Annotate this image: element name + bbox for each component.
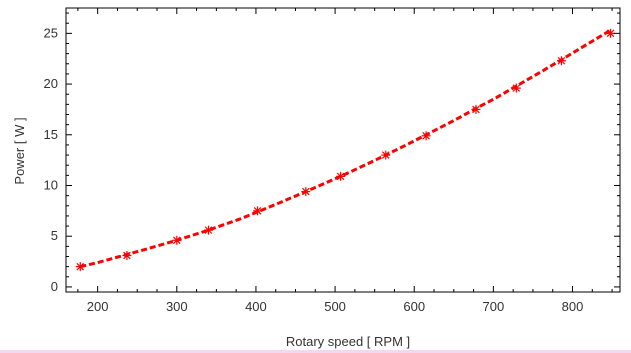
data-point-stroke [204, 226, 213, 234]
data-point-stroke [336, 172, 345, 181]
data-point-stroke [123, 251, 131, 260]
data-point-stroke [472, 105, 480, 114]
y-tick-label: 10 [44, 178, 58, 193]
data-point-stroke [76, 262, 85, 271]
data-point [301, 187, 311, 197]
data-point [556, 56, 566, 66]
y-tick-label: 20 [44, 76, 58, 91]
data-point [511, 83, 521, 93]
y-tick-label: 15 [44, 127, 58, 142]
x-tick-label: 800 [562, 299, 584, 314]
x-tick-label: 400 [245, 299, 267, 314]
data-point [421, 131, 431, 141]
data-point-stroke [422, 132, 430, 140]
data-point-stroke [173, 236, 181, 245]
data-point [381, 150, 391, 160]
axis-layer: 200 300 400 500 600 700 800 0 5 10 15 20 25 [44, 7, 621, 314]
x-tick-label: 500 [324, 299, 346, 314]
y-axis-title: Power [ W ] [12, 117, 27, 184]
data-point [172, 235, 182, 245]
data-point [203, 225, 213, 235]
data-point [606, 28, 616, 38]
data-point [471, 104, 481, 114]
x-tick-label: 600 [403, 299, 425, 314]
data-point [75, 262, 85, 272]
y-tick-label: 25 [44, 25, 58, 40]
data-point-stroke [302, 187, 310, 196]
x-tick-label: 700 [483, 299, 505, 314]
plot-layer [75, 28, 616, 272]
x-tick-label: 200 [87, 299, 109, 314]
plot-frame [65, 7, 621, 293]
bottom-strip [0, 350, 631, 353]
data-point-stroke [381, 151, 390, 159]
data-point [122, 250, 132, 260]
y-tick-label: 5 [51, 228, 58, 243]
data-point-stroke [606, 29, 615, 38]
x-axis-title: Rotary speed [ RPM ] [286, 334, 410, 349]
data-point [253, 206, 263, 216]
data-point [336, 171, 346, 181]
y-tick-label: 0 [51, 279, 58, 294]
data-point-stroke [512, 84, 521, 92]
data-point-stroke [557, 56, 566, 65]
x-tick-label: 300 [166, 299, 188, 314]
data-point-stroke [253, 207, 262, 215]
